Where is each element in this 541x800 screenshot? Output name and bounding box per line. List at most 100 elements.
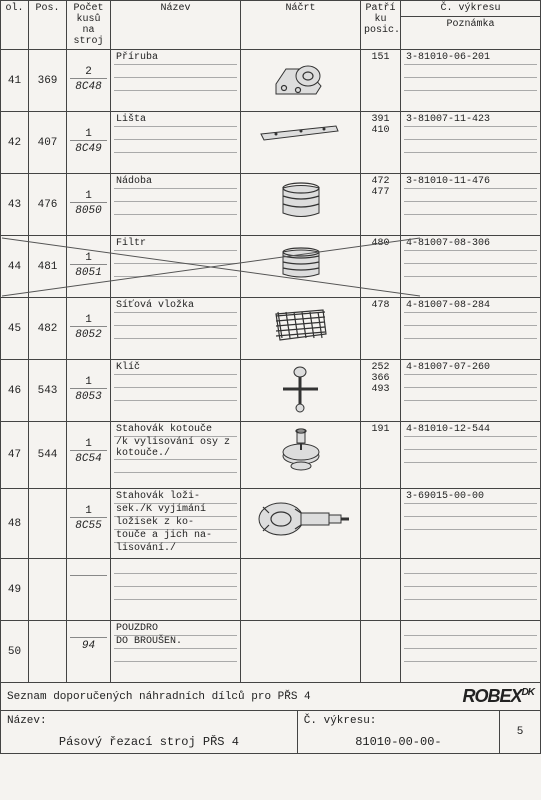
cell-nacrt — [241, 112, 361, 174]
qty-kod: 94 — [70, 637, 107, 652]
cell-pos — [29, 621, 67, 683]
cell-ol: 50 — [1, 621, 29, 683]
qty-kod: 8050 — [70, 202, 107, 217]
cislo-value: 3-81010-11-476 — [404, 176, 537, 189]
blank-line — [114, 662, 237, 675]
qty-kod: 8053 — [70, 388, 107, 403]
nazev-line2: /k vylisování osy z kotouče./ — [114, 437, 237, 460]
qty-value: 1 — [70, 114, 107, 140]
table-row: 413692 8C48Příruba 1513-81010-06-201 — [1, 50, 541, 112]
cell-patri: 151 — [361, 50, 401, 112]
footer-cislo-label: Č. výkresu: — [304, 715, 493, 727]
hdr-pos: Pos. — [29, 1, 67, 50]
cell-patri: 480 — [361, 236, 401, 298]
blank-line — [114, 189, 237, 202]
patri-value: 493 — [364, 384, 397, 395]
footer-cislo: Č. výkresu: 81010-00-00- — [298, 711, 500, 753]
cell-nazev: Stahovák kotouče/k vylisování osy z koto… — [111, 422, 241, 489]
qty-kod — [70, 575, 107, 578]
priruba-icon — [266, 54, 336, 104]
cell-patri: 191 — [361, 422, 401, 489]
cell-patri: 478 — [361, 298, 401, 360]
footer-note: Seznam doporučených náhradních dílců pro… — [0, 683, 541, 711]
cell-ol: 44 — [1, 236, 29, 298]
patri-value: 191 — [364, 424, 397, 435]
qty-kod: 8051 — [70, 264, 107, 279]
cell-cislo — [401, 621, 541, 683]
qty-value: 1 — [70, 176, 107, 202]
qty-value: 1 — [70, 362, 107, 388]
qty-kod: 8C55 — [70, 517, 107, 532]
cell-nacrt — [241, 489, 361, 559]
cell-nacrt — [241, 360, 361, 422]
cell-cislo: 3-81010-11-476 — [401, 174, 541, 236]
filtr-icon — [271, 240, 331, 285]
cell-pos: 369 — [29, 50, 67, 112]
logo-suffix: DK — [522, 687, 534, 698]
footer-page: 5 — [500, 711, 540, 753]
cell-qty: 1 8052 — [67, 298, 111, 360]
blank-line — [114, 78, 237, 91]
cell-qty: 1 8051 — [67, 236, 111, 298]
table-row: 434761 8050Nádoba 4724773-81010-11-476 — [1, 174, 541, 236]
nazev-line: Filtr — [114, 238, 237, 251]
cislo-value: 3-69015-00-00 — [404, 491, 537, 504]
cell-qty: 94 — [67, 621, 111, 683]
nazev-line: touče a jich na- — [114, 530, 237, 543]
blank-line — [114, 401, 237, 414]
cislo-value: 3-81007-11-423 — [404, 114, 537, 127]
patri-value: 477 — [364, 187, 397, 198]
blank-line — [114, 65, 237, 78]
footer-cislo-value: 81010-00-00- — [304, 727, 493, 749]
patri-value: 366 — [364, 373, 397, 384]
cell-ol: 43 — [1, 174, 29, 236]
hdr-nacrt: Náčrt — [241, 1, 361, 50]
cell-pos: 543 — [29, 360, 67, 422]
footer-nazev: Název: Pásový řezací stroj PŘS 4 — [1, 711, 298, 753]
nazev-line — [114, 561, 237, 574]
cell-cislo: 4-81007-07-260 — [401, 360, 541, 422]
cell-cislo: 3-69015-00-00 — [401, 489, 541, 559]
cell-nazev: Stahovák loži-sek./K vyjímáníložisek z k… — [111, 489, 241, 559]
nazev-line: POUZDRO — [114, 623, 237, 636]
qty-value: 1 — [70, 238, 107, 264]
cell-pos — [29, 559, 67, 621]
patri-value: 480 — [364, 238, 397, 249]
sitova-icon — [268, 302, 333, 344]
cislo-value: 4-81007-08-284 — [404, 300, 537, 313]
blank-line — [114, 153, 237, 166]
blank-line — [114, 313, 237, 326]
footer-note-text: Seznam doporučených náhradních dílců pro… — [7, 691, 311, 703]
blank-line — [114, 460, 237, 473]
cell-pos: 544 — [29, 422, 67, 489]
nazev-line: sek./K vyjímání — [114, 504, 237, 517]
cell-ol: 42 — [1, 112, 29, 174]
cell-cislo: 4-81007-08-284 — [401, 298, 541, 360]
blank-line — [114, 339, 237, 352]
lista-icon — [256, 116, 346, 146]
hdr-nazev: Název — [111, 1, 241, 50]
hdr-ol: ol. — [1, 1, 29, 50]
cell-pos: 481 — [29, 236, 67, 298]
cislo-value: 4-81007-07-260 — [404, 362, 537, 375]
blank-line — [114, 277, 237, 290]
qty-value: 1 — [70, 491, 107, 517]
nadoba-icon — [271, 178, 331, 223]
cell-qty: 2 8C48 — [67, 50, 111, 112]
qty-kod: 8C48 — [70, 78, 107, 93]
nazev-line: Nádoba — [114, 176, 237, 189]
cell-patri: 472477 — [361, 174, 401, 236]
hdr-cislo: Č. výkresu Poznámka — [401, 1, 541, 50]
cislo-value — [404, 623, 537, 636]
cell-nacrt — [241, 422, 361, 489]
cell-nacrt — [241, 50, 361, 112]
klic-icon — [273, 364, 328, 414]
nazev-line: Stahovák loži- — [114, 491, 237, 504]
qty-value: 1 — [70, 424, 107, 450]
cell-cislo: 4-81010-12-544 — [401, 422, 541, 489]
stahovak2-icon — [251, 493, 351, 545]
qty-value: 1 — [70, 300, 107, 326]
cell-nazev: POUZDRODO BROUŠEN. — [111, 621, 241, 683]
blank-line — [114, 388, 237, 401]
hdr-pocet: Počet kusů na stroj — [67, 1, 111, 50]
